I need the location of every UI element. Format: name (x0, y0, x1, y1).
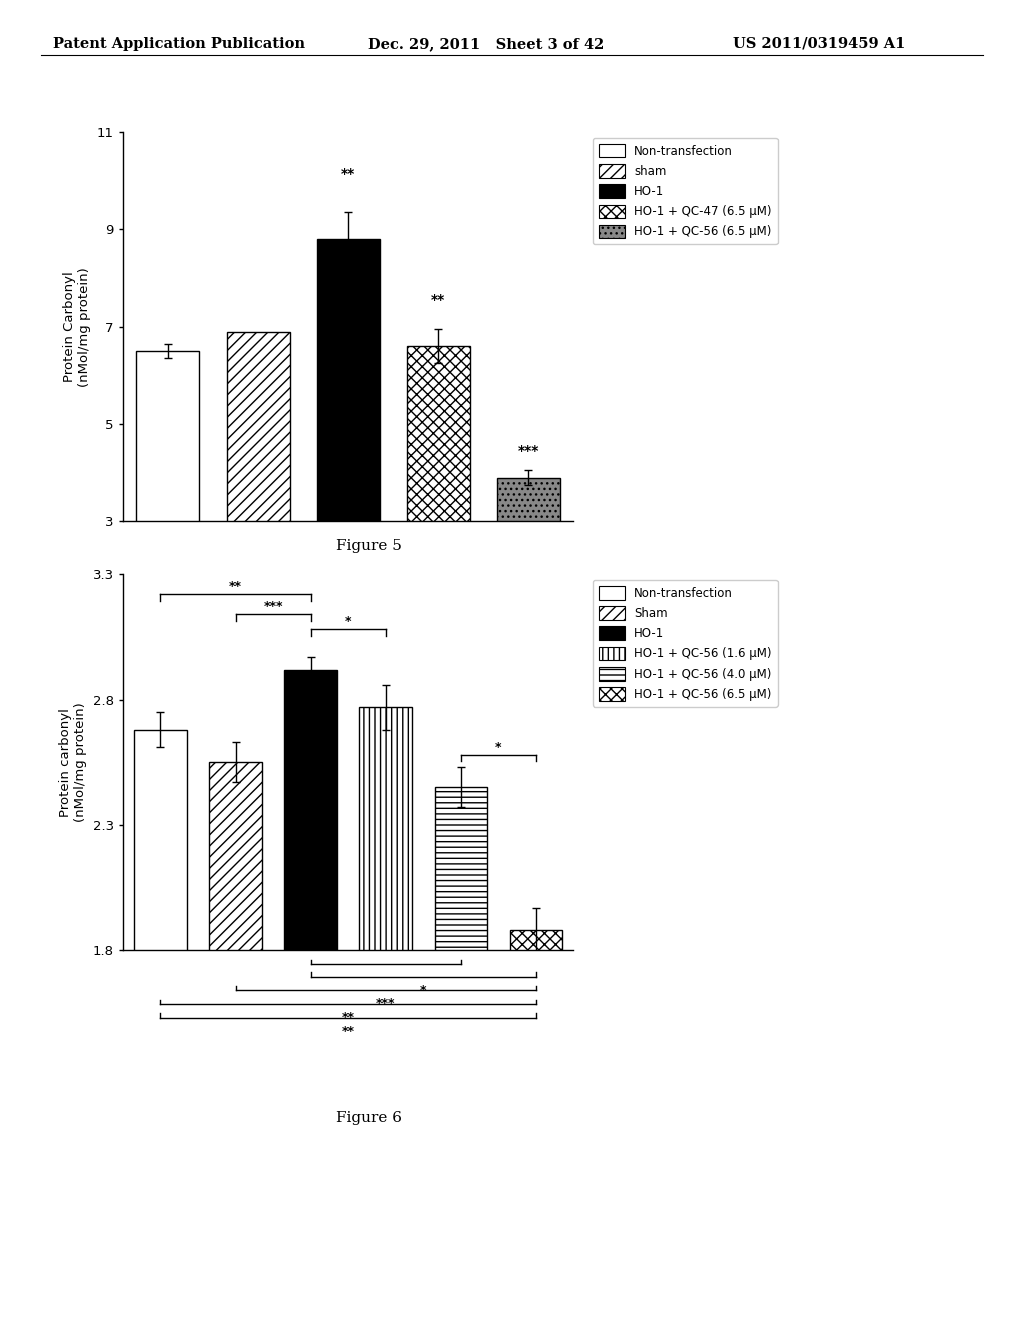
Y-axis label: Protein carbonyl
(nMol/mg protein): Protein carbonyl (nMol/mg protein) (59, 702, 87, 822)
Bar (359, 708, 412, 950)
Bar (510, 931, 562, 950)
Bar (316, 239, 380, 521)
Text: Figure 5: Figure 5 (336, 539, 401, 553)
Bar (434, 787, 487, 950)
Text: ***: *** (518, 444, 539, 458)
Bar (136, 351, 200, 521)
Text: **: ** (229, 579, 242, 593)
Bar (285, 669, 337, 950)
Text: **: ** (342, 1026, 354, 1038)
Text: *: * (420, 983, 427, 997)
Y-axis label: Protein Carbonyl
(nMol/mg protein): Protein Carbonyl (nMol/mg protein) (63, 267, 91, 387)
Bar (407, 346, 470, 521)
Text: **: ** (341, 166, 355, 181)
Text: **: ** (342, 1011, 354, 1024)
Bar (134, 730, 186, 950)
Bar (209, 763, 262, 950)
Text: Figure 6: Figure 6 (336, 1111, 401, 1126)
Text: Dec. 29, 2011   Sheet 3 of 42: Dec. 29, 2011 Sheet 3 of 42 (369, 37, 604, 51)
Legend: Non-transfection, sham, HO-1, HO-1 + QC-47 (6.5 μM), HO-1 + QC-56 (6.5 μM): Non-transfection, sham, HO-1, HO-1 + QC-… (593, 137, 777, 244)
Text: US 2011/0319459 A1: US 2011/0319459 A1 (733, 37, 905, 51)
Text: ***: *** (376, 998, 395, 1010)
Bar (497, 478, 560, 521)
Bar (226, 331, 290, 521)
Text: *: * (345, 615, 351, 628)
Text: *: * (495, 741, 502, 754)
Legend: Non-transfection, Sham, HO-1, HO-1 + QC-56 (1.6 μM), HO-1 + QC-56 (4.0 μM), HO-1: Non-transfection, Sham, HO-1, HO-1 + QC-… (593, 579, 777, 706)
Text: Patent Application Publication: Patent Application Publication (53, 37, 305, 51)
Text: **: ** (431, 293, 445, 308)
Text: ***: *** (263, 601, 283, 612)
